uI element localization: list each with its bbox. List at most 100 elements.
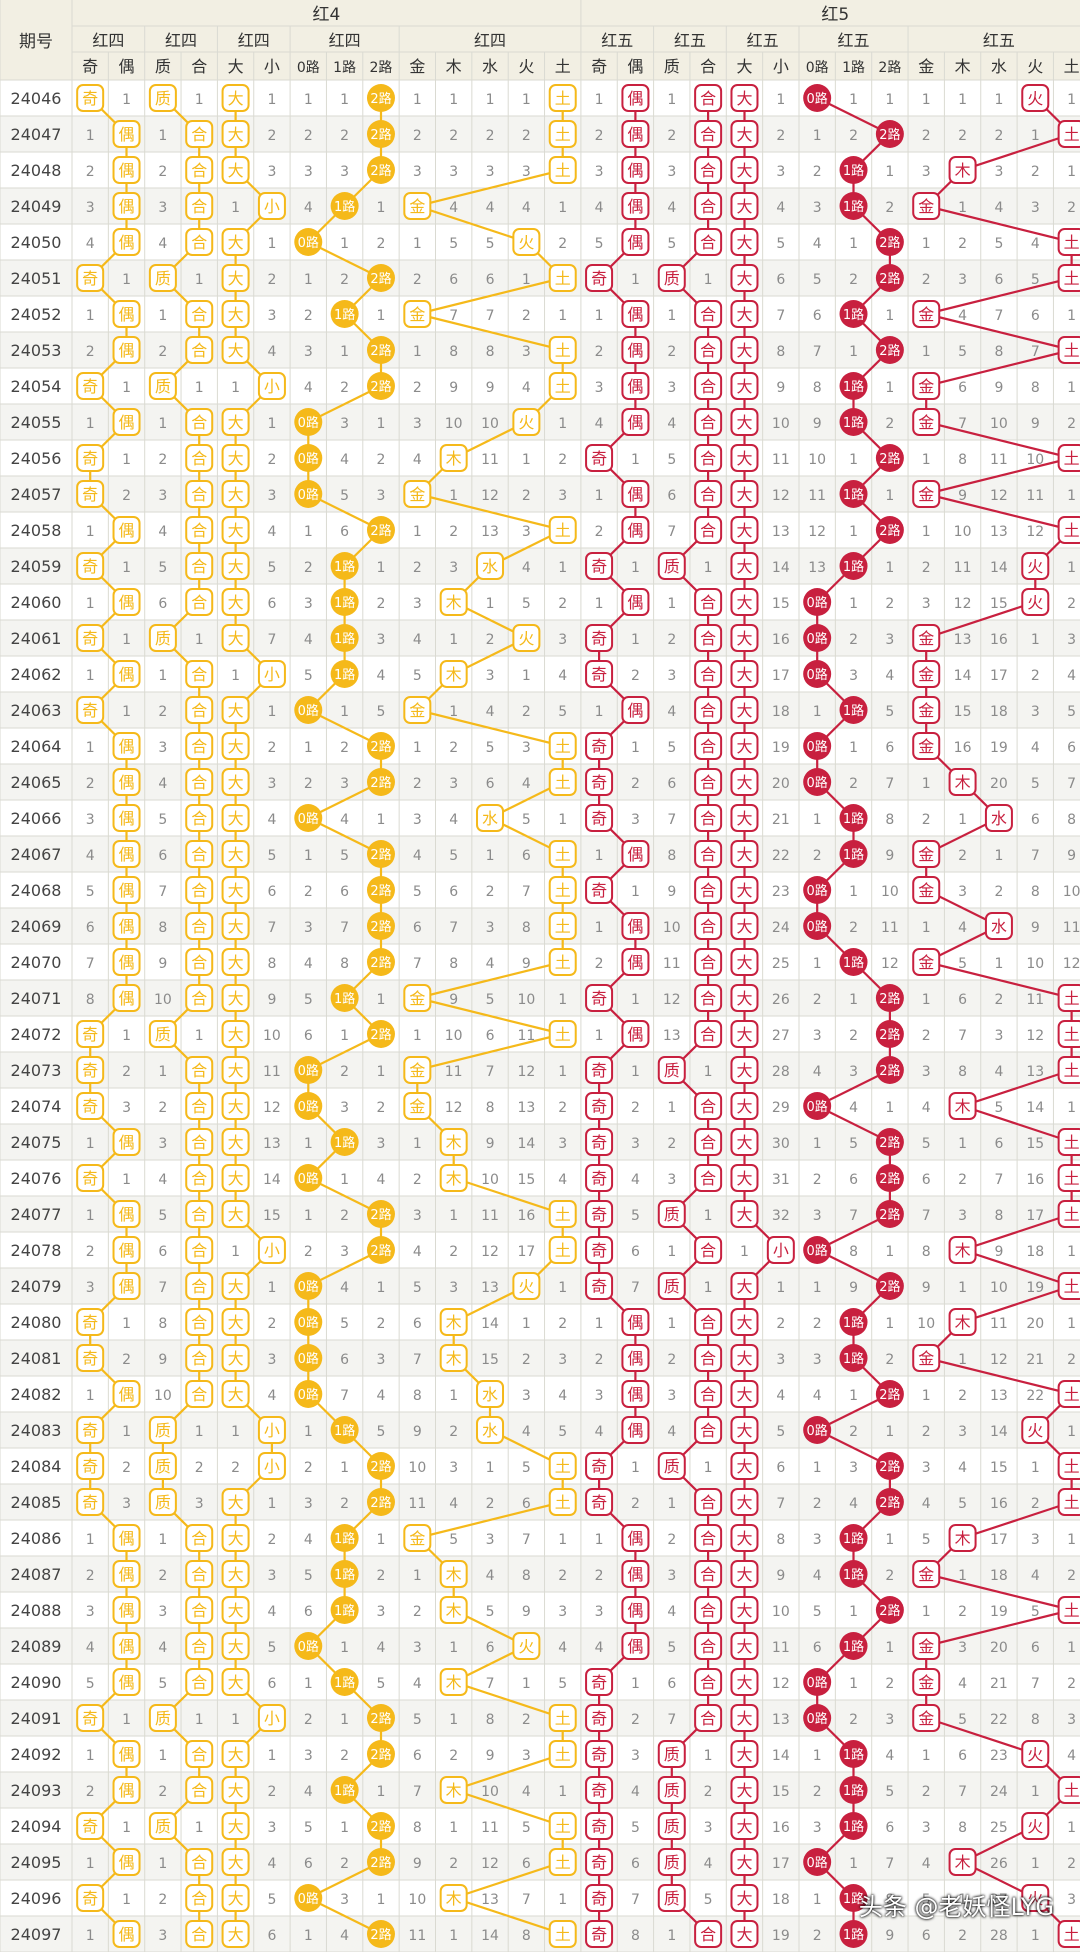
miss-count: 1	[922, 920, 931, 936]
hit-label: 大	[736, 449, 752, 468]
hit-marker	[148, 1020, 177, 1048]
hit-label: 奇	[82, 449, 98, 468]
hit-label: 木	[955, 161, 971, 180]
row-band	[0, 692, 1080, 728]
header-bg	[0, 0, 1080, 80]
miss-count: 11	[408, 1928, 426, 1944]
miss-count: 13	[772, 524, 790, 540]
miss-count: 2	[1067, 1676, 1076, 1692]
miss-count: 2	[413, 380, 422, 396]
hit-marker	[512, 1272, 541, 1300]
miss-count: 1	[413, 1136, 422, 1152]
miss-count: 1	[595, 92, 604, 108]
hit-label: 2路	[879, 451, 900, 467]
hit-marker	[221, 624, 250, 652]
hit-marker	[621, 1524, 650, 1552]
hit-marker	[76, 372, 105, 400]
miss-count: 15	[481, 1352, 499, 1368]
miss-count: 1	[304, 92, 313, 108]
miss-count: 6	[486, 1028, 495, 1044]
miss-count: 1	[195, 380, 204, 396]
miss-count: 2	[340, 740, 349, 756]
miss-count: 2	[340, 1748, 349, 1764]
miss-count: 5	[413, 884, 422, 900]
hit-label: 奇	[591, 1781, 607, 1800]
hit-marker	[294, 1380, 323, 1408]
hit-label: 小	[264, 665, 280, 684]
miss-count: 3	[377, 632, 386, 648]
miss-count: 1	[377, 200, 386, 216]
miss-count: 2	[667, 1136, 676, 1152]
hit-marker	[76, 1164, 105, 1192]
hit-label: 大	[736, 737, 752, 756]
hit-label: 土	[1064, 1601, 1080, 1620]
hit-marker	[112, 1272, 141, 1300]
miss-count: 6	[776, 1460, 785, 1476]
miss-count: 2	[449, 1856, 458, 1872]
hit-label: 0路	[298, 415, 319, 431]
miss-count: 11	[990, 1316, 1008, 1332]
miss-count: 12	[481, 1244, 499, 1260]
miss-count: 1	[958, 1568, 967, 1584]
hit-label: 质	[664, 557, 680, 576]
hit-marker	[730, 408, 759, 436]
miss-count: 1	[704, 1748, 713, 1764]
miss-count: 4	[922, 1496, 931, 1512]
hit-label: 大	[228, 809, 244, 828]
hit-label: 0路	[807, 1711, 828, 1727]
miss-count: 9	[922, 1280, 931, 1296]
hit-marker	[112, 1200, 141, 1228]
miss-count: 5	[86, 884, 95, 900]
hit-label: 合	[191, 341, 207, 360]
hit-label: 木	[446, 1889, 462, 1908]
hit-label: 大	[736, 233, 752, 252]
hit-marker	[366, 732, 395, 760]
hit-marker	[621, 192, 650, 220]
miss-count: 4	[776, 1388, 785, 1404]
miss-count: 5	[704, 1892, 713, 1908]
miss-count: 2	[304, 560, 313, 576]
miss-count: 1	[231, 200, 240, 216]
miss-count: 6	[813, 1640, 822, 1656]
hit-label: 0路	[807, 919, 828, 935]
miss-count: 5	[304, 1820, 313, 1836]
miss-count: 3	[1067, 1712, 1076, 1728]
hit-marker	[221, 696, 250, 724]
miss-count: 3	[158, 1136, 167, 1152]
hit-label: 质	[155, 269, 171, 288]
hit-label: 大	[736, 665, 752, 684]
hit-marker	[1057, 1452, 1080, 1480]
hit-label: 木	[446, 1673, 462, 1692]
trend-line	[413, 98, 566, 1936]
miss-count: 21	[990, 1676, 1008, 1692]
hit-marker	[585, 264, 614, 292]
miss-count: 4	[776, 200, 785, 216]
hit-marker	[621, 1344, 650, 1372]
hit-label: 大	[228, 305, 244, 324]
hit-label: 奇	[82, 1493, 98, 1512]
miss-count: 15	[772, 1784, 790, 1800]
hit-label: 大	[228, 1601, 244, 1620]
hit-marker	[948, 1308, 977, 1336]
period-number: 24078	[11, 1241, 62, 1260]
hit-marker	[148, 1704, 177, 1732]
hit-label: 合	[191, 1061, 207, 1080]
hit-marker	[221, 984, 250, 1012]
hit-label: 质	[155, 1457, 171, 1476]
hit-marker	[330, 552, 359, 580]
miss-count: 19	[1026, 1280, 1044, 1296]
period-number: 24080	[11, 1313, 62, 1332]
miss-count: 2	[813, 1928, 822, 1944]
miss-count: 1	[813, 1460, 822, 1476]
hit-label: 奇	[591, 809, 607, 828]
miss-count: 1	[994, 956, 1003, 972]
hit-label: 奇	[591, 1853, 607, 1872]
miss-count: 3	[522, 1748, 531, 1764]
hit-label: 偶	[119, 917, 135, 936]
hit-label: 大	[228, 1025, 244, 1044]
hit-marker	[257, 1704, 286, 1732]
hit-label: 木	[446, 593, 462, 612]
hit-label: 2路	[370, 1747, 391, 1763]
hit-label: 偶	[627, 1421, 643, 1440]
hit-label: 大	[736, 1817, 752, 1836]
